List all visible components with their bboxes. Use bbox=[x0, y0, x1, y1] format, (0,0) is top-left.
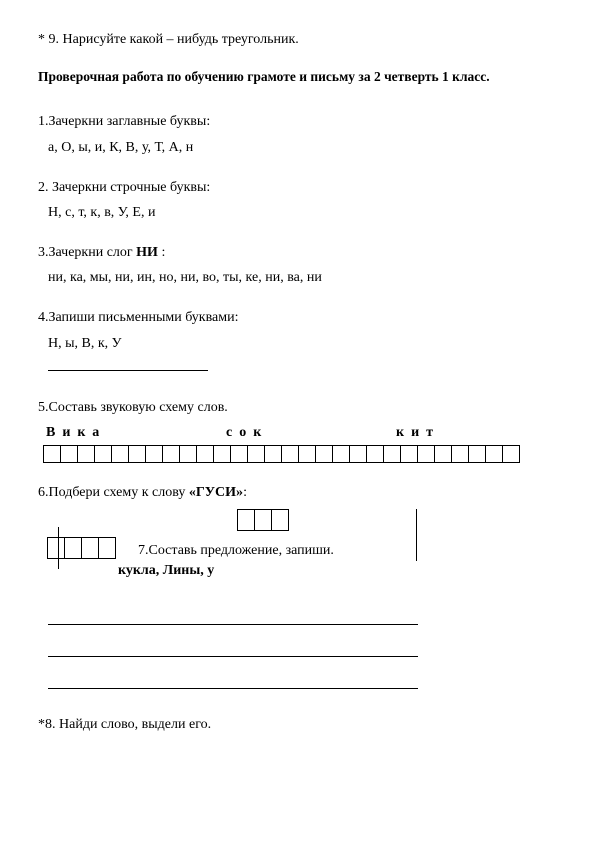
task-1-prompt: 1.Зачеркни заглавные буквы: bbox=[38, 112, 557, 132]
task-6-prompt-post: : bbox=[243, 485, 247, 500]
task-6-prompt-pre: 6.Подбери схему к слову bbox=[38, 485, 189, 500]
task-5-cell-grid bbox=[44, 445, 557, 463]
task-2-prompt: 2. Зачеркни строчные буквы: bbox=[38, 178, 557, 198]
task-6-schemes: 7.Составь предложение, запиши. кукла, Ли… bbox=[38, 509, 557, 619]
sound-cell bbox=[196, 445, 214, 463]
worksheet-title: Проверочная работа по обучению грамоте и… bbox=[38, 68, 557, 87]
task-7-words: кукла, Лины, у bbox=[118, 561, 214, 581]
task-6: 6.Подбери схему к слову «ГУСИ»: 7.Состав… bbox=[38, 483, 557, 689]
sound-cell bbox=[213, 445, 231, 463]
sound-cell bbox=[230, 445, 248, 463]
sound-cell bbox=[281, 445, 299, 463]
task-3: 3.Зачеркни слог НИ : ни, ка, мы, ни, ин,… bbox=[38, 243, 557, 288]
scheme-cell bbox=[47, 537, 65, 559]
task-5-word-3: кит bbox=[396, 423, 440, 443]
task-3-prompt-bold: НИ bbox=[136, 245, 158, 260]
sound-cell bbox=[485, 445, 503, 463]
scheme-top bbox=[238, 509, 289, 531]
scheme-left-vline bbox=[58, 527, 59, 569]
scheme-cell bbox=[98, 537, 116, 559]
task-4-letters: Н, ы, В, к, У bbox=[48, 334, 557, 354]
sound-cell bbox=[502, 445, 520, 463]
sound-cell bbox=[298, 445, 316, 463]
task-2: 2. Зачеркни строчные буквы: Н, с, т, к, … bbox=[38, 178, 557, 223]
task-6-prompt: 6.Подбери схему к слову «ГУСИ»: bbox=[38, 483, 557, 503]
task-7-prompt: 7.Составь предложение, запиши. bbox=[138, 541, 334, 561]
task-5-word-1: Вика bbox=[46, 423, 226, 443]
task-3-letters: ни, ка, мы, ни, ин, но, ни, во, ты, ке, … bbox=[48, 268, 557, 288]
sound-cell bbox=[264, 445, 282, 463]
task-5-words: Вика сок кит bbox=[46, 423, 557, 443]
task-4-prompt: 4.Запиши письменными буквами: bbox=[38, 308, 557, 328]
scheme-cell bbox=[254, 509, 272, 531]
task-7-line-2 bbox=[48, 655, 418, 657]
task-4: 4.Запиши письменными буквами: Н, ы, В, к… bbox=[38, 308, 557, 378]
task-1: 1.Зачеркни заглавные буквы: а, О, ы, и, … bbox=[38, 112, 557, 157]
sound-cell bbox=[383, 445, 401, 463]
sound-cell bbox=[94, 445, 112, 463]
task-7-line-1 bbox=[48, 623, 418, 625]
sound-cell bbox=[145, 445, 163, 463]
sound-cell bbox=[315, 445, 333, 463]
task-5: 5.Составь звуковую схему слов. Вика сок … bbox=[38, 398, 557, 463]
task-3-prompt-post: : bbox=[158, 245, 165, 260]
sound-cell bbox=[349, 445, 367, 463]
sound-cell bbox=[60, 445, 78, 463]
task-3-prompt-pre: 3.Зачеркни слог bbox=[38, 245, 136, 260]
task-7-line-3 bbox=[48, 687, 418, 689]
task-5-word-2: сок bbox=[226, 423, 396, 443]
task-5-prompt: 5.Составь звуковую схему слов. bbox=[38, 398, 557, 418]
sound-cell bbox=[128, 445, 146, 463]
task-1-letters: а, О, ы, и, К, В, у, Т, А, н bbox=[48, 138, 557, 158]
scheme-cell bbox=[64, 537, 82, 559]
task-3-prompt: 3.Зачеркни слог НИ : bbox=[38, 243, 557, 263]
sound-cell bbox=[162, 445, 180, 463]
sound-cell bbox=[400, 445, 418, 463]
task-6-prompt-bold: «ГУСИ» bbox=[189, 485, 243, 500]
task-8: *8. Найди слово, выдели его. bbox=[38, 715, 557, 735]
scheme-cell bbox=[237, 509, 255, 531]
scheme-cell bbox=[81, 537, 99, 559]
sound-cell bbox=[111, 445, 129, 463]
task-4-underline bbox=[48, 357, 208, 371]
sound-cell bbox=[247, 445, 265, 463]
sound-cell bbox=[366, 445, 384, 463]
sound-cell bbox=[417, 445, 435, 463]
sound-cell bbox=[179, 445, 197, 463]
sound-cell bbox=[451, 445, 469, 463]
sound-cell bbox=[332, 445, 350, 463]
vertical-divider bbox=[416, 509, 417, 561]
sound-cell bbox=[434, 445, 452, 463]
sound-cell bbox=[77, 445, 95, 463]
sound-cell bbox=[43, 445, 61, 463]
question-9-header: * 9. Нарисуйте какой – нибудь треугольни… bbox=[38, 30, 557, 50]
task-8-prompt: *8. Найди слово, выдели его. bbox=[38, 715, 557, 735]
task-2-letters: Н, с, т, к, в, У, Е, и bbox=[48, 203, 557, 223]
scheme-cell bbox=[271, 509, 289, 531]
sound-cell bbox=[468, 445, 486, 463]
